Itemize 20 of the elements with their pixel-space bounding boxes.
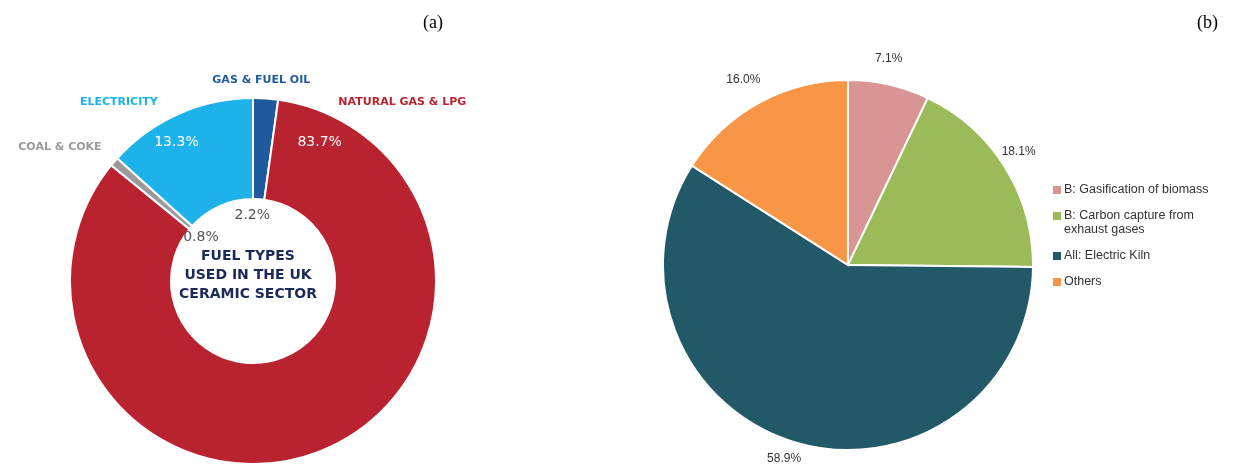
slice-label: GAS & FUEL OIL <box>212 73 311 87</box>
text: FUEL TYPES USED IN THE UK CERAMIC SECTOR <box>178 246 318 303</box>
data-label: 2.2% <box>234 206 271 223</box>
data-label: 16.0% <box>726 71 761 86</box>
chart-title: (b) <box>1196 12 1219 33</box>
legend-label: B: Carbon capture from exhaust gases <box>1064 207 1195 236</box>
legend-label: Others <box>1064 273 1102 288</box>
slice-label: ELECTRICITY <box>79 95 159 109</box>
legend-label: B: Gasification of biomass <box>1064 181 1209 196</box>
slice-label: NATURAL GAS & LPG <box>338 95 467 109</box>
data-label: 83.7% <box>297 132 342 149</box>
data-label: 7.1% <box>875 51 903 66</box>
data-label: 18.1% <box>1001 143 1037 158</box>
donut-slice <box>69 98 437 465</box>
data-label: 0.8% <box>183 227 219 244</box>
data-label: 58.9% <box>767 451 802 466</box>
data-label: 13.3% <box>154 132 199 149</box>
slice-label: COAL & COKE <box>18 140 102 154</box>
chart-title: (a) <box>422 12 444 33</box>
legend-label: All: Electric Kiln <box>1064 247 1151 262</box>
